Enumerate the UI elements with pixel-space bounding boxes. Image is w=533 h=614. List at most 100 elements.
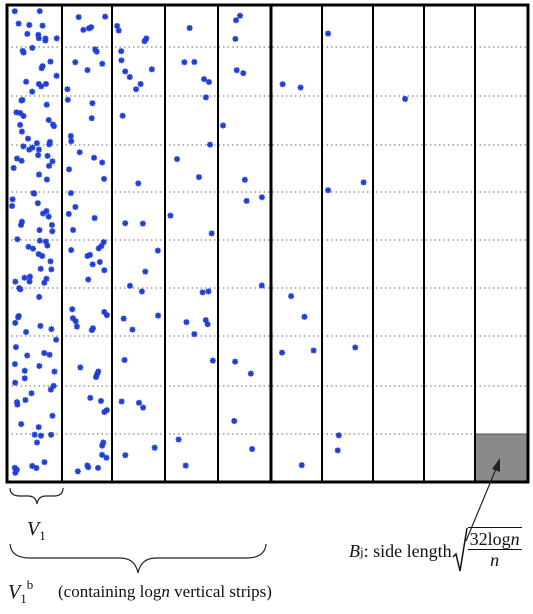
sqrt-fraction: 32logn n: [467, 529, 522, 570]
scatter-point: [155, 312, 162, 319]
scatter-point: [20, 49, 27, 56]
scatter-point: [138, 288, 145, 295]
scatter-point: [142, 268, 149, 275]
scatter-point: [34, 200, 41, 207]
scatter-point: [325, 187, 332, 194]
scatter-points: [9, 8, 409, 476]
scatter-point: [14, 155, 21, 162]
scatter-point: [18, 128, 25, 135]
scatter-point: [17, 109, 24, 116]
scatter-point: [64, 96, 71, 103]
scatter-point: [47, 386, 54, 393]
scatter-point: [199, 289, 206, 296]
scatter-point: [352, 344, 359, 351]
scatter-point: [22, 397, 29, 404]
scatter-point: [209, 357, 216, 364]
scatter-point: [334, 447, 341, 454]
scatter-point: [49, 158, 56, 165]
scatter-point: [72, 203, 79, 210]
scatter-point: [24, 135, 31, 142]
scatter-point: [103, 407, 110, 414]
scatter-point: [101, 309, 108, 316]
scatter-point: [68, 247, 75, 254]
scatter-point: [38, 65, 45, 72]
scatter-point: [37, 265, 44, 272]
scatter-point: [140, 404, 147, 411]
scatter-point: [47, 58, 54, 65]
scatter-point: [12, 319, 19, 326]
scatter-point: [35, 152, 42, 159]
scatter-point: [53, 72, 60, 79]
scatter-point: [41, 459, 48, 466]
scatter-point: [51, 368, 58, 375]
scatter-point: [84, 67, 91, 74]
scatter-point: [174, 156, 181, 163]
scatter-point: [18, 157, 25, 164]
scatter-point: [45, 117, 52, 124]
scatter-point: [36, 237, 43, 244]
scatter-point: [151, 444, 158, 451]
scatter-point: [21, 274, 28, 281]
scatter-point: [9, 202, 16, 209]
scatter-point: [118, 48, 125, 55]
scatter-point: [232, 17, 239, 24]
scatter-point: [48, 222, 55, 229]
scatter-point: [36, 171, 43, 178]
scatter-point: [233, 67, 240, 74]
scatter-point: [12, 344, 19, 351]
scatter-point: [100, 239, 107, 246]
scatter-point: [77, 364, 84, 371]
scatter-point: [301, 313, 308, 320]
scatter-point: [67, 133, 74, 140]
scatter-point: [36, 227, 43, 234]
scatter-point: [48, 266, 55, 273]
scatter-point: [30, 245, 37, 252]
scatter-point: [207, 141, 214, 148]
scatter-point: [18, 421, 25, 428]
scatter-point: [10, 164, 17, 171]
scatter-point: [48, 431, 55, 438]
scatter-point: [186, 25, 193, 32]
scatter-point: [76, 149, 83, 156]
scatter-point: [84, 462, 91, 469]
scatter-point: [191, 331, 198, 338]
scatter-point: [191, 58, 198, 65]
scatter-point: [15, 20, 22, 27]
scatter-point: [29, 88, 36, 95]
scatter-point: [232, 358, 239, 365]
scatter-point: [24, 352, 31, 359]
scatter-point: [12, 379, 19, 386]
scatter-point: [21, 367, 28, 374]
scatter-point: [29, 144, 36, 151]
scatter-point: [88, 24, 95, 31]
scatter-point: [133, 86, 140, 93]
scatter-point: [141, 38, 148, 45]
scatter-point: [42, 238, 49, 245]
scatter-point: [11, 361, 18, 368]
scatter-point: [69, 306, 76, 313]
scatter-point: [75, 14, 82, 21]
scatter-point: [114, 23, 121, 30]
scatter-point: [31, 190, 38, 197]
scatter-point: [279, 349, 286, 356]
scatter-point: [204, 321, 211, 328]
scatter-point: [49, 228, 56, 235]
scatter-point: [175, 436, 182, 443]
scatter-point: [279, 81, 286, 88]
scatter-point: [231, 417, 238, 424]
scatter-point: [119, 112, 126, 119]
scatter-point: [139, 220, 146, 227]
scatter-point: [402, 95, 409, 102]
scatter-point: [103, 312, 110, 319]
scatter-point: [40, 210, 47, 217]
scatter-point: [37, 432, 44, 439]
scatter-point: [13, 109, 20, 116]
scatter-point: [99, 451, 106, 458]
scatter-point: [95, 245, 102, 252]
scatter-point: [258, 282, 265, 289]
scatter-point: [28, 390, 35, 397]
scatter-point: [126, 282, 133, 289]
scatter-point: [122, 68, 129, 75]
scatter-point: [46, 162, 53, 169]
